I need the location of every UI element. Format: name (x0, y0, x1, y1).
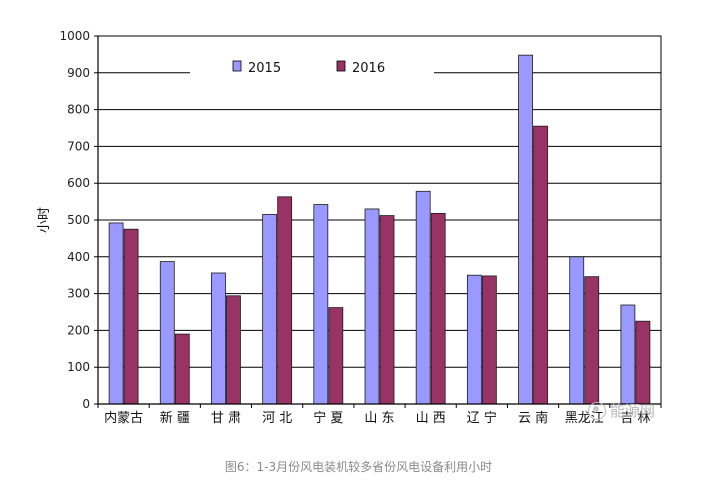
axes: 0 100 200 300 400 500 600 700 800 900 1000 内蒙古 新 疆 甘 … (59, 29, 662, 426)
watermark: 能源网 (588, 400, 655, 421)
y-tick-label: 500 (67, 213, 90, 227)
y-tick-label: 0 (82, 397, 90, 411)
legend-swatch-2016 (336, 60, 346, 72)
y-tick-label: 800 (67, 103, 90, 117)
bar-2016-1 (174, 333, 190, 405)
bar-2015-10 (620, 304, 636, 405)
y-axis-title: 小时 (37, 207, 52, 233)
bar-2015-8 (518, 54, 533, 405)
y-tick-label: 700 (67, 139, 90, 153)
bar-2015-1 (159, 261, 175, 405)
x-tick-label: 宁 夏 (313, 410, 343, 426)
bar-2015-6 (415, 190, 431, 405)
bar-2015-2 (211, 272, 226, 405)
y-tick-label: 400 (67, 250, 90, 264)
bar-2015-9 (569, 256, 585, 405)
bar-2016-8 (533, 125, 548, 405)
bar-2016-5 (379, 215, 395, 405)
bar-2016-2 (226, 295, 241, 405)
y-tick-label: 600 (67, 176, 90, 190)
bars (108, 54, 651, 405)
bar-2015-3 (262, 214, 278, 405)
bar-2016-9 (584, 276, 600, 405)
bar-2016-0 (123, 228, 139, 405)
y-tick-label: 900 (67, 66, 90, 80)
bar-2015-5 (364, 208, 380, 405)
x-tick-label: 山 西 (416, 411, 446, 426)
bar-2016-3 (277, 196, 293, 405)
bar-2016-10 (635, 320, 651, 405)
x-tick-label: 吉 林 (620, 411, 650, 426)
watermark-text: 能源网 (610, 402, 656, 420)
legend-label-2016: 2016 (352, 61, 385, 76)
x-tick-label: 甘 肃 (211, 411, 241, 426)
legend-swatch-2015 (232, 60, 242, 72)
x-tick-label: 山 东 (364, 411, 394, 426)
x-tick-label: 新 疆 (160, 410, 190, 426)
x-tick-label: 内蒙古 (104, 410, 143, 426)
legend-label-2015: 2015 (248, 61, 281, 76)
y-tick-label: 200 (67, 323, 90, 337)
legend: 2015 2016 (190, 54, 434, 82)
bar-2016-7 (481, 275, 497, 405)
watermark-logo-icon (588, 401, 606, 420)
y-tick-label: 100 (67, 360, 90, 374)
legend-background (190, 54, 434, 82)
x-tick-label: 河 北 (262, 411, 292, 426)
bar-2015-7 (466, 274, 482, 405)
bar-2016-6 (430, 212, 446, 405)
figure-caption: 图6：1-3月份风电装机较多省份风电设备利用小时 (224, 460, 493, 474)
bar-2015-0 (108, 222, 124, 405)
y-tick-label: 1000 (59, 29, 90, 43)
bar-2015-4 (313, 204, 329, 405)
x-tick-label: 云 南 (518, 410, 548, 426)
bar-2016-4 (328, 307, 344, 405)
y-tick-label: 300 (67, 287, 90, 301)
x-tick-label: 辽 宁 (467, 410, 497, 426)
